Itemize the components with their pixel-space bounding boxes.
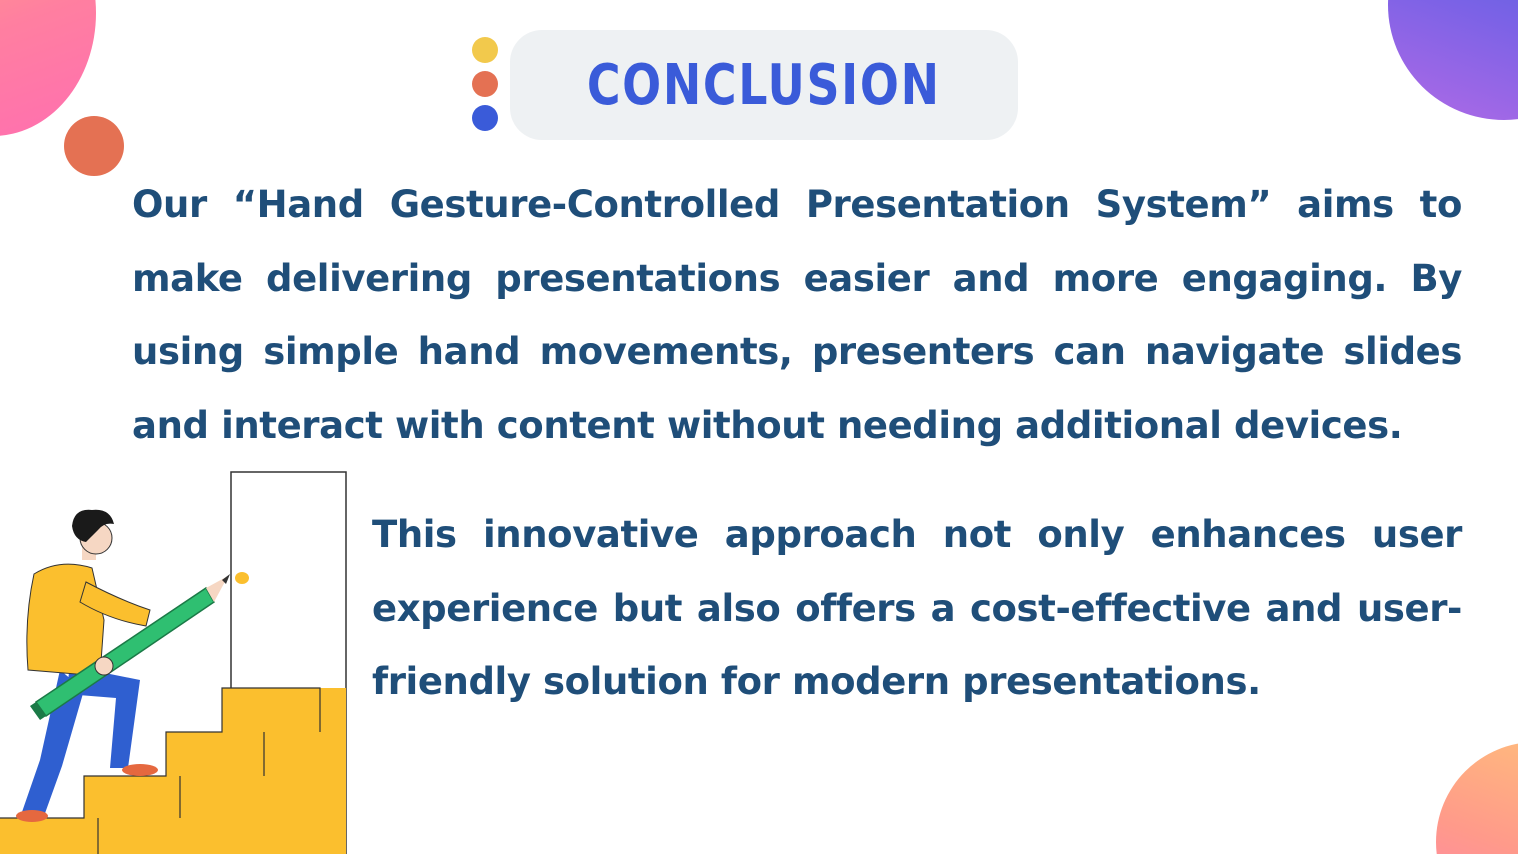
decorative-blob-top-left: [0, 0, 96, 136]
decorative-blob-bottom-right: [1436, 742, 1518, 854]
page-title: CONCLUSION: [587, 52, 941, 118]
decorative-blob-top-right: [1388, 0, 1518, 120]
title-dot-orange: [472, 71, 498, 97]
conclusion-paragraph-1: Our “Hand Gesture-Controlled Presentatio…: [132, 183, 1462, 447]
person-climbing-stairs-illustration: [0, 471, 347, 854]
pencil-icon: [30, 574, 230, 720]
conclusion-paragraph-2: This innovative approach not only enhanc…: [372, 513, 1462, 703]
decorative-orange-dot: [64, 116, 124, 176]
title-dot-yellow: [472, 37, 498, 63]
title-box: CONCLUSION: [510, 30, 1018, 140]
person: [16, 509, 249, 822]
stairs: [0, 687, 346, 854]
title-dot-blue: [472, 105, 498, 131]
